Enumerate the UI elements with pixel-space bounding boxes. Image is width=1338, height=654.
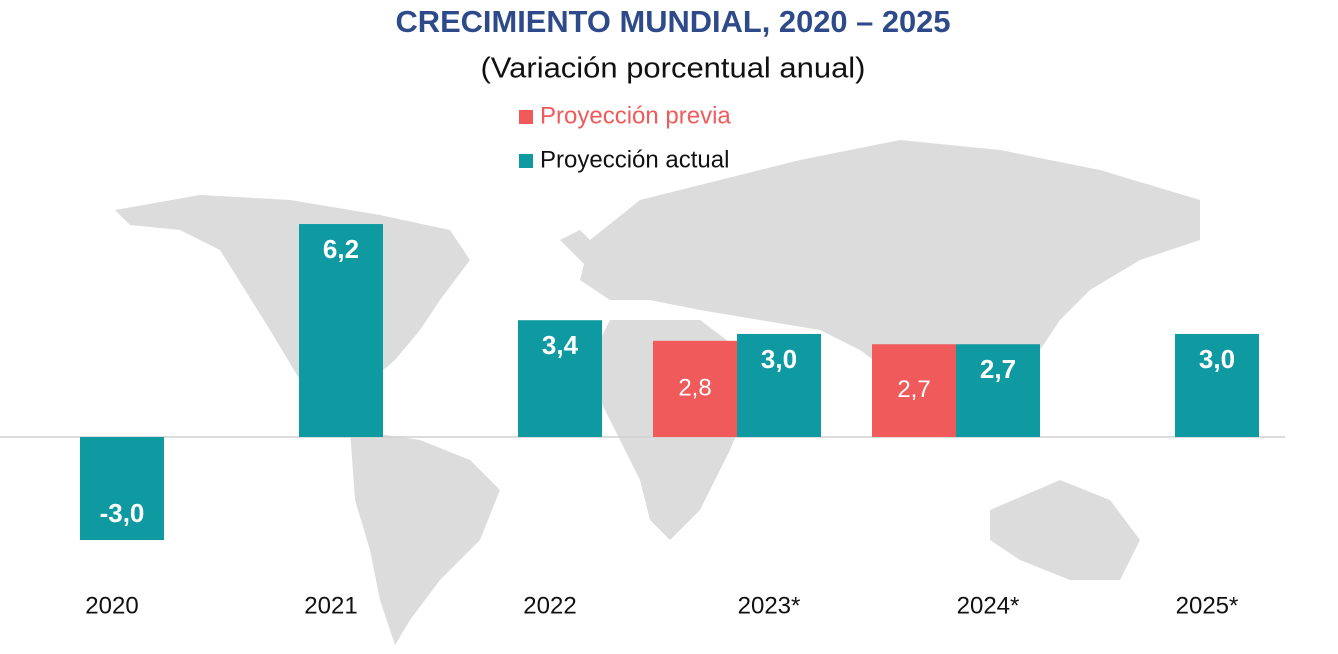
legend-swatch	[519, 154, 533, 168]
chart-subtitle: (Variación porcentual anual)	[481, 53, 866, 85]
x-tick-label: 2023*	[738, 592, 801, 619]
value-label: 2,7	[980, 354, 1016, 384]
value-label: 3,4	[542, 330, 579, 360]
value-label: 3,0	[761, 344, 797, 374]
value-label: 2,7	[897, 376, 930, 403]
legend-swatch	[519, 110, 533, 124]
bar	[737, 333, 821, 437]
value-label: 6,2	[323, 234, 359, 264]
bar	[956, 344, 1040, 437]
legend-label: Proyección previa	[540, 102, 731, 129]
value-label: -3,0	[100, 498, 145, 528]
bar	[653, 340, 737, 437]
legend-label: Proyección actual	[540, 146, 729, 173]
bar	[299, 224, 383, 437]
x-tick-label: 2024*	[957, 592, 1020, 619]
bar	[872, 344, 956, 437]
x-tick-label: 2021	[304, 592, 357, 619]
value-label: 2,8	[678, 374, 711, 401]
bar	[1175, 333, 1259, 437]
x-tick-label: 2020	[85, 592, 138, 619]
value-label: 3,0	[1199, 344, 1235, 374]
x-tick-label: 2022	[523, 592, 576, 619]
x-tick-label: 2025*	[1176, 592, 1239, 619]
bar	[518, 320, 602, 437]
chart-title: CRECIMIENTO MUNDIAL, 2020 – 2025	[396, 4, 951, 39]
bar	[80, 437, 164, 541]
